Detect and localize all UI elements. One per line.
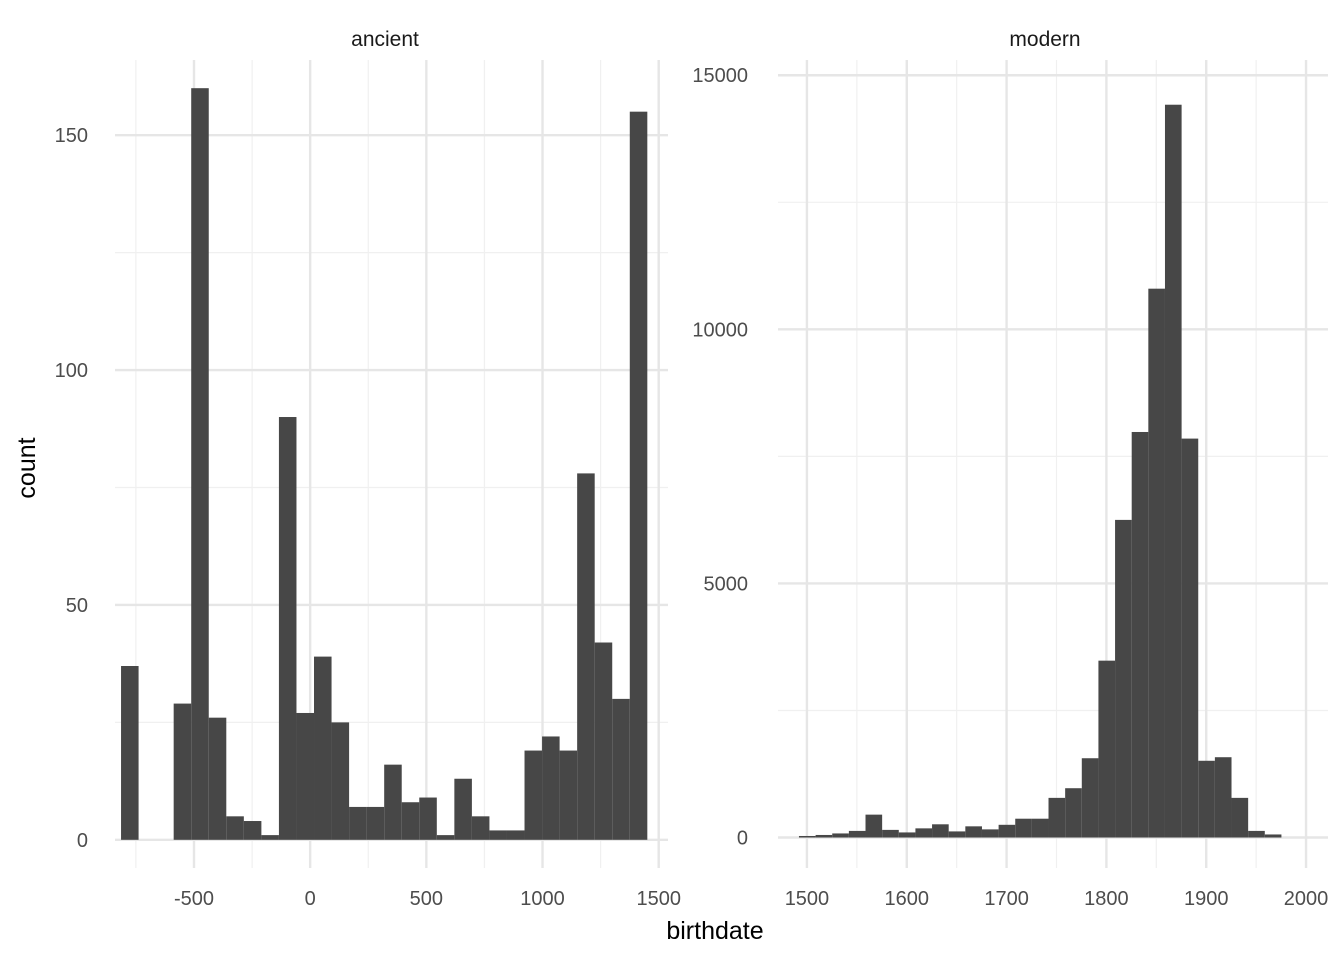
x-axis-ticks-ancient: -500 0 500 1000 1500 xyxy=(174,888,681,910)
histogram-bar xyxy=(1081,758,1099,838)
y-tick-label: 5000 xyxy=(704,573,749,595)
histogram-bar xyxy=(1231,797,1249,838)
x-tick-label: 1700 xyxy=(984,888,1029,910)
histogram-bar xyxy=(296,712,315,840)
histogram-bar xyxy=(965,826,982,838)
histogram-bar xyxy=(454,778,472,840)
histogram-bar xyxy=(1148,288,1165,838)
histogram-bar xyxy=(1048,797,1066,838)
x-tick-label: 1500 xyxy=(636,888,681,910)
histogram-bar xyxy=(1031,818,1049,838)
histogram-bar xyxy=(278,417,297,840)
histogram-bar xyxy=(243,821,262,840)
histogram-bar xyxy=(932,824,949,838)
bars-ancient xyxy=(121,88,648,840)
y-tick-label: 100 xyxy=(55,360,88,382)
histogram-bar xyxy=(506,830,525,840)
histogram-bar xyxy=(981,829,999,838)
histogram-bar xyxy=(815,834,833,838)
histogram-bar xyxy=(865,814,883,838)
y-tick-label: 150 xyxy=(55,125,88,147)
x-tick-label: -500 xyxy=(174,888,214,910)
histogram-bar xyxy=(1131,431,1149,838)
y-tick-label: 0 xyxy=(77,830,88,852)
x-tick-label: 1800 xyxy=(1084,888,1129,910)
y-tick-label: 15000 xyxy=(692,65,748,87)
histogram-bar xyxy=(349,806,367,840)
histogram-bar xyxy=(191,88,209,840)
histogram-bar xyxy=(1015,818,1032,838)
histogram-bar xyxy=(1214,757,1232,838)
histogram-bar xyxy=(1264,834,1282,838)
y-axis-ticks-modern: 0 5000 10000 15000 xyxy=(692,65,748,849)
histogram-bar xyxy=(848,830,866,838)
histogram-bar xyxy=(419,797,437,840)
histogram-bar xyxy=(471,816,490,840)
histogram-bar xyxy=(612,698,630,840)
histogram-bar xyxy=(798,835,816,838)
histogram-bar xyxy=(331,722,350,840)
x-tick-label: 1600 xyxy=(885,888,930,910)
strip-label-ancient: ancient xyxy=(351,28,419,51)
histogram-bar xyxy=(401,802,420,840)
x-tick-label: 1000 xyxy=(520,888,565,910)
histogram-bar xyxy=(1115,519,1132,838)
histogram-bar xyxy=(366,806,385,840)
y-tick-label: 10000 xyxy=(692,319,748,341)
x-tick-label: 1900 xyxy=(1184,888,1229,910)
histogram-bar xyxy=(1181,438,1199,838)
histogram-bar xyxy=(1164,104,1182,838)
x-tick-label: 500 xyxy=(410,888,443,910)
histogram-bar xyxy=(915,828,933,838)
histogram-bar xyxy=(1198,760,1215,838)
y-tick-label: 50 xyxy=(66,595,88,617)
grid-modern xyxy=(778,60,1328,868)
histogram-bar xyxy=(1248,830,1265,838)
histogram-bar xyxy=(629,111,648,840)
histogram-bar xyxy=(489,830,507,840)
histogram-bar xyxy=(1065,788,1082,838)
histogram-bar xyxy=(998,824,1016,838)
histogram-bar xyxy=(226,816,244,840)
y-axis-ticks-ancient: 0 50 100 150 xyxy=(55,125,88,852)
y-axis-title: count xyxy=(13,437,41,498)
histogram-bar xyxy=(261,835,279,840)
histogram-bar xyxy=(524,750,543,840)
histogram-bar xyxy=(121,666,139,840)
histogram-bar xyxy=(559,750,578,840)
panel-ancient: ancient 0 50 100 150 -500 0 500 1000 1500 xyxy=(55,28,681,910)
y-tick-label: 0 xyxy=(737,828,748,850)
histogram-bar xyxy=(314,656,332,840)
x-tick-label: 0 xyxy=(305,888,316,910)
x-tick-label: 2000 xyxy=(1284,888,1329,910)
histogram-bar xyxy=(208,717,227,840)
histogram-bar xyxy=(832,833,849,838)
bars-modern xyxy=(798,104,1282,838)
histogram-bar xyxy=(577,473,595,840)
histogram-bar xyxy=(173,703,192,840)
histogram-bar xyxy=(898,832,916,838)
histogram-bar xyxy=(882,829,899,838)
histogram-bar xyxy=(1098,660,1116,838)
histogram-bar xyxy=(436,835,455,840)
histogram-bar xyxy=(948,831,966,838)
histogram-bar xyxy=(594,642,613,840)
histogram-bar xyxy=(384,764,402,840)
strip-label-modern: modern xyxy=(1009,28,1080,51)
histogram-bar xyxy=(542,736,560,840)
x-axis-title: birthdate xyxy=(666,917,763,945)
x-tick-label: 1500 xyxy=(785,888,830,910)
x-axis-ticks-modern: 1500 1600 1700 1800 1900 2000 xyxy=(785,888,1329,910)
